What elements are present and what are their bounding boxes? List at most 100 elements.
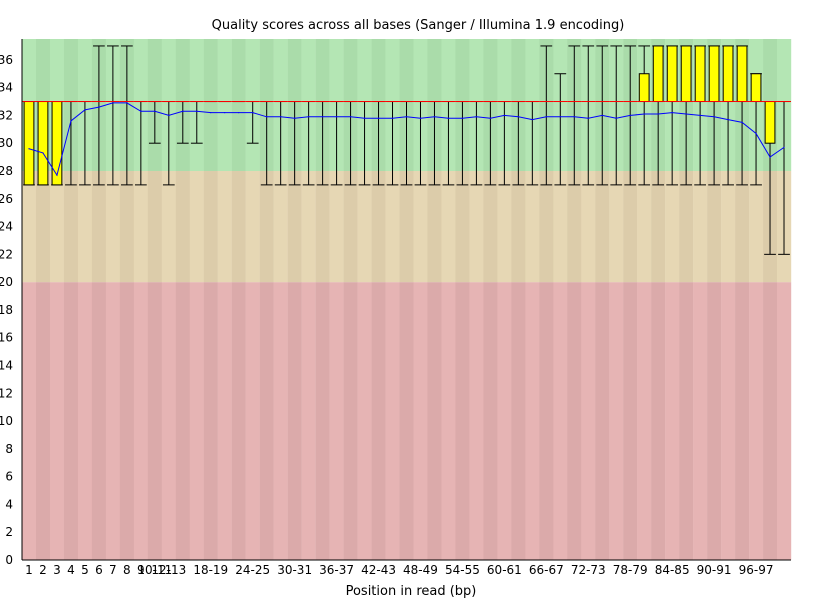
band-reasonable-stripe [217, 170, 232, 283]
x-tick-label: 24-25 [235, 563, 270, 577]
band-poor-stripe [399, 282, 414, 560]
band-poor-stripe [161, 282, 176, 560]
band-good-stripe [231, 39, 246, 171]
band-reasonable-stripe [231, 170, 246, 283]
mean-point [349, 116, 352, 118]
band-reasonable-stripe [735, 170, 750, 283]
band-poor-stripe [777, 282, 792, 560]
band-reasonable-stripe [203, 170, 218, 283]
mean-point [280, 116, 282, 118]
band-poor-stripe [189, 282, 204, 560]
axes [21, 39, 791, 561]
mean-point [671, 112, 673, 114]
mean-point [601, 114, 603, 117]
x-tick-label: 90-91 [697, 563, 732, 577]
band-poor-stripe [441, 282, 456, 560]
mean-point [545, 116, 547, 118]
mean-point [335, 116, 338, 118]
band-poor-stripe [357, 282, 372, 560]
mean-point [154, 110, 156, 112]
mean-point [98, 106, 100, 108]
band-reasonable-stripe [175, 170, 190, 283]
mean-point [84, 109, 86, 111]
mean-point [28, 148, 30, 150]
band-reasonable-stripe [483, 170, 498, 283]
band-reasonable-stripe [567, 170, 582, 283]
y-tick-label: 8 [5, 442, 13, 456]
y-tick-label: 4 [5, 497, 13, 511]
mean-point [783, 146, 785, 148]
box [638, 73, 650, 103]
x-tick-label: 42-43 [361, 563, 396, 577]
x-tick-label: 84-85 [655, 563, 690, 577]
band-reasonable-stripe [553, 170, 568, 283]
mean-point [517, 116, 519, 118]
band-good-stripe [203, 39, 218, 171]
mean-point [685, 113, 687, 115]
band-reasonable-stripe [259, 170, 274, 283]
band-reasonable-stripe [189, 170, 204, 283]
band-reasonable-stripe [91, 170, 107, 283]
mean-point [769, 156, 771, 158]
mean-point [503, 114, 505, 117]
band-poor-stripe [287, 282, 302, 560]
x-tick-label: 66-67 [529, 563, 564, 577]
mean-point [308, 116, 310, 118]
band-reasonable-stripe [427, 170, 442, 283]
y-tick-label: 22 [0, 247, 13, 261]
x-tick-label: 30-31 [277, 563, 312, 577]
box [666, 45, 678, 103]
mean-point [447, 117, 450, 119]
x-tick-label: 3 [53, 563, 61, 577]
mean-point [391, 117, 394, 119]
box [694, 45, 706, 103]
band-reasonable-stripe [385, 170, 400, 283]
x-tick-label: 4 [67, 563, 75, 577]
y-tick-label: 26 [0, 192, 13, 206]
band-poor-stripe [763, 282, 778, 560]
band-poor-stripe [385, 282, 400, 560]
mean-point [657, 113, 659, 115]
band-poor-stripe [693, 282, 708, 560]
mean-point [56, 174, 58, 176]
mean-point [168, 114, 170, 117]
band-poor-stripe [273, 282, 288, 560]
band-poor-stripe [63, 282, 79, 560]
y-tick-label: 10 [0, 414, 13, 428]
mean-point [70, 120, 72, 122]
x-tick-label: 96-97 [739, 563, 774, 577]
mean-point [196, 110, 198, 112]
x-tick-label: 48-49 [403, 563, 438, 577]
mean-point [252, 112, 254, 114]
mean-point [405, 116, 408, 118]
band-reasonable-stripe [399, 170, 414, 283]
band-poor-stripe [371, 282, 386, 560]
y-tick-label: 12 [0, 386, 13, 400]
band-reasonable-stripe [665, 170, 680, 283]
mean-point [461, 117, 464, 119]
mean-point [713, 116, 715, 118]
band-poor-stripe [623, 282, 638, 560]
y-tick-label: 28 [0, 164, 13, 178]
box [736, 45, 748, 103]
mean-point [210, 112, 212, 114]
y-tick-label: 6 [5, 470, 13, 484]
band-reasonable-stripe [469, 170, 484, 283]
y-tick-label: 16 [0, 331, 13, 345]
band-reasonable-stripe [623, 170, 638, 283]
box [23, 101, 35, 186]
band-poor-stripe [217, 282, 232, 560]
band-poor-stripe [483, 282, 498, 560]
band-poor-stripe [231, 282, 246, 560]
mean-point [266, 116, 268, 118]
mean-layer [28, 102, 785, 177]
mean-point [475, 116, 478, 118]
band-poor-stripe [133, 282, 149, 560]
band-poor-stripe [259, 282, 274, 560]
band-reasonable-stripe [273, 170, 288, 283]
band-poor-stripe [147, 282, 163, 560]
mean-point [629, 114, 631, 117]
x-axis-label: Position in read (bp) [346, 584, 477, 599]
y-tick-label: 30 [0, 136, 13, 150]
